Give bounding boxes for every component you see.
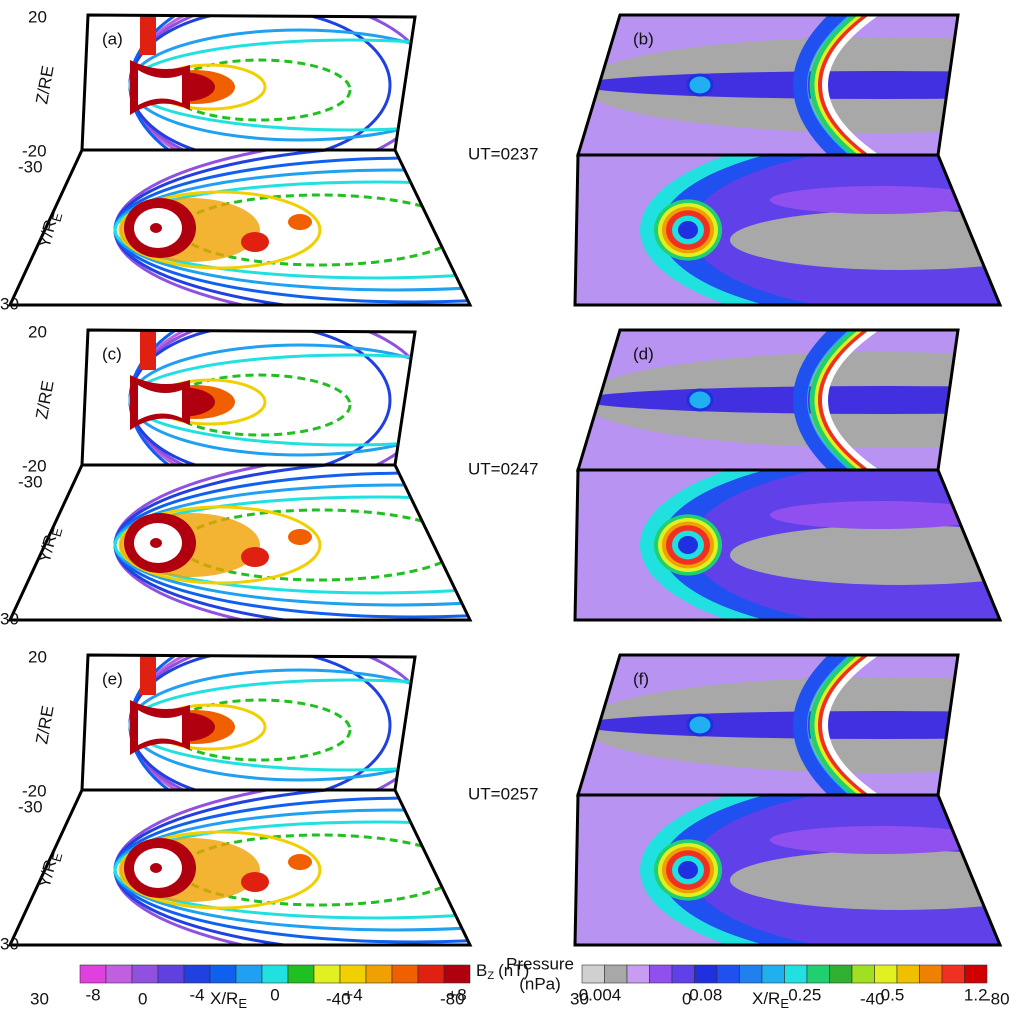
colorbar-swatch — [444, 965, 470, 983]
z-top: 20 — [28, 322, 47, 341]
x-tick-label: 0 — [138, 989, 147, 1008]
z-top: 20 — [28, 647, 47, 666]
cusp — [140, 330, 156, 370]
axis-title-main: X/R — [752, 989, 780, 1008]
contour — [678, 221, 698, 239]
colorbar-title: Pressure — [506, 954, 574, 973]
z-top: 20 — [28, 7, 47, 26]
y-top: -30 — [18, 472, 43, 491]
z-title: Z/RE — [32, 704, 57, 745]
colorbar-swatch — [852, 965, 875, 983]
colorbar-swatch — [158, 965, 184, 983]
contour — [150, 863, 162, 873]
panel-label: (c) — [102, 344, 122, 363]
panel-label: (a) — [102, 29, 123, 48]
colorbar-tick-label: -8 — [85, 985, 100, 1004]
colorbar-swatch — [80, 965, 106, 983]
contour — [678, 861, 698, 879]
colorbar-tick-label: 0.5 — [881, 985, 905, 1004]
colorbar-swatch — [605, 965, 628, 983]
colorbar-swatch — [392, 965, 418, 983]
contour — [241, 232, 269, 252]
x-tick-label: 30 — [30, 989, 49, 1008]
colorbar-tick-label: +8 — [447, 985, 466, 1004]
colorbar-tick-label: -4 — [189, 985, 204, 1004]
cusp — [140, 15, 156, 55]
contour — [241, 547, 269, 567]
contour — [678, 536, 698, 554]
panel-label: (e) — [102, 669, 123, 688]
colorbar-swatch — [942, 965, 965, 983]
colorbar-title-sub: Z — [487, 970, 494, 982]
colorbar-swatch — [897, 965, 920, 983]
panel-label: (b) — [633, 29, 654, 48]
colorbar-tick-label: 1.2 — [964, 985, 988, 1004]
colorbar-swatch — [210, 965, 236, 983]
colorbar-tick-label: 0.004 — [579, 985, 622, 1004]
colorbar-swatch — [262, 965, 288, 983]
colorbar-tick-label: 0.25 — [788, 985, 821, 1004]
colorbar-swatch — [830, 965, 853, 983]
colorbar-tick-label: +4 — [343, 985, 362, 1004]
colorbar-swatch — [288, 965, 314, 983]
axis-title-main: X/R — [210, 989, 238, 1008]
colorbar-swatch — [236, 965, 262, 983]
colorbar-swatch — [695, 965, 718, 983]
colorbar-swatch — [106, 965, 132, 983]
contour — [688, 75, 712, 95]
colorbar-swatch — [132, 965, 158, 983]
colorbar-swatch — [650, 965, 673, 983]
colorbar-swatch — [418, 965, 444, 983]
axis-title: X/RE — [752, 989, 789, 1011]
axis-title-sub: E — [238, 996, 247, 1011]
colorbar-swatch — [762, 965, 785, 983]
y-top: -30 — [18, 797, 43, 816]
axis-title: X/RE — [210, 989, 247, 1011]
colorbar-tick-label: 0 — [270, 985, 279, 1004]
colorbar-swatch — [807, 965, 830, 983]
z-title: Z/RE — [32, 64, 57, 105]
colorbar-title-main: B — [476, 961, 487, 980]
time-label: UT=0237 — [468, 144, 538, 163]
colorbar-swatch — [184, 965, 210, 983]
colorbar-swatch — [965, 965, 988, 983]
panel-label: (d) — [633, 344, 654, 363]
contour — [288, 854, 312, 870]
y-bottom: 30 — [0, 934, 19, 953]
colorbar-tick-label: 0.08 — [689, 985, 722, 1004]
time-label: UT=0257 — [468, 784, 538, 803]
x-tick-label: -80 — [985, 989, 1010, 1008]
y-bottom: 30 — [0, 609, 19, 628]
contour — [688, 390, 712, 410]
colorbar-swatch — [875, 965, 898, 983]
colorbar-swatch — [920, 965, 943, 983]
contour — [150, 223, 162, 233]
colorbar-swatch — [672, 965, 695, 983]
colorbar-swatch — [582, 965, 605, 983]
contour — [241, 872, 269, 892]
y-top: -30 — [18, 157, 43, 176]
colorbar-unit: (nPa) — [519, 974, 561, 993]
colorbar-swatch — [785, 965, 808, 983]
contour — [150, 538, 162, 548]
contour — [288, 214, 312, 230]
y-bottom: 30 — [0, 294, 19, 313]
colorbar-swatch — [740, 965, 763, 983]
colorbar-swatch — [340, 965, 366, 983]
figure: (a)(b)UT=023720-20Z/RE-3030Y/RE(c)(d)UT=… — [0, 0, 1019, 1031]
z-title: Z/RE — [32, 379, 57, 420]
time-label: UT=0247 — [468, 459, 538, 478]
colorbar-swatch — [717, 965, 740, 983]
contour — [688, 715, 712, 735]
cusp — [140, 655, 156, 695]
panel-label: (f) — [633, 669, 649, 688]
colorbar-swatch — [366, 965, 392, 983]
colorbar-swatch — [627, 965, 650, 983]
colorbar-swatch — [314, 965, 340, 983]
contour — [288, 529, 312, 545]
